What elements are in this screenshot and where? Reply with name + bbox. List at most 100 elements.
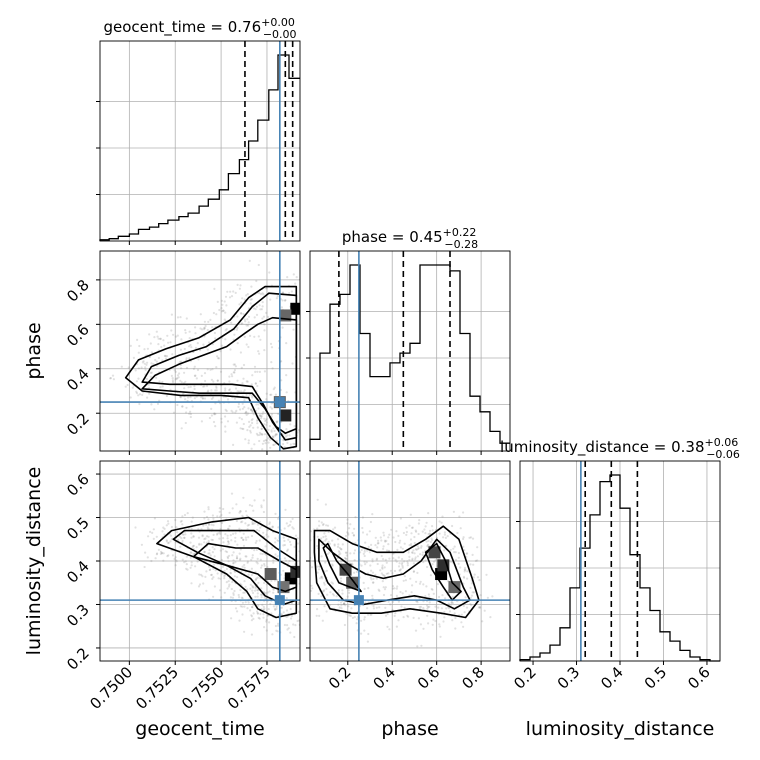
sample-point: [265, 629, 268, 632]
sample-point: [261, 292, 264, 295]
sample-point: [247, 442, 250, 445]
sample-point: [289, 423, 292, 426]
sample-point: [410, 526, 414, 529]
sample-point: [226, 557, 230, 560]
sample-point: [403, 542, 406, 545]
sample-point: [311, 587, 314, 590]
sample-point: [292, 273, 295, 276]
sample-point: [180, 338, 183, 341]
sample-point: [399, 539, 402, 542]
sample-point: [404, 590, 407, 593]
sample-point: [241, 382, 244, 385]
sample-point: [371, 581, 375, 584]
sample-point: [145, 377, 148, 381]
sample-point: [182, 533, 185, 536]
sample-point: [225, 409, 228, 413]
sample-point: [263, 459, 265, 461]
sample-point: [400, 563, 403, 566]
sample-point: [277, 539, 280, 543]
sample-point: [202, 582, 205, 585]
sample-point: [353, 549, 357, 552]
sample-point: [176, 403, 179, 407]
sample-point: [416, 645, 419, 648]
sample-point: [205, 523, 208, 526]
x-tick-label: 0.5: [641, 663, 671, 693]
sample-point: [361, 526, 364, 530]
sample-point: [236, 543, 239, 546]
sample-point: [236, 315, 239, 318]
sample-point: [333, 544, 336, 547]
sample-point: [450, 600, 453, 604]
sample-point: [443, 549, 446, 552]
sample-point: [395, 560, 398, 563]
sample-point: [193, 387, 196, 391]
sample-point: [242, 591, 245, 594]
sample-point: [424, 595, 427, 598]
sample-point: [263, 562, 266, 566]
sample-point: [262, 613, 265, 616]
sample-point: [454, 558, 458, 562]
sample-point: [240, 536, 243, 540]
sample-point: [324, 503, 327, 506]
sample-point: [275, 433, 278, 436]
sample-point: [245, 555, 248, 558]
sample-point: [260, 433, 264, 436]
sample-point: [425, 585, 428, 588]
sample-point: [243, 591, 246, 594]
sample-point: [181, 405, 184, 408]
sample-point: [371, 560, 374, 563]
sample-point: [207, 528, 210, 531]
sample-point: [197, 528, 200, 531]
sample-point: [267, 441, 270, 444]
panel-title: geocent_time = 0.76+0.00 −0.00: [103, 16, 296, 41]
sample-point: [300, 447, 302, 449]
density-cell: [290, 565, 300, 578]
sample-point: [331, 582, 334, 585]
sample-point: [483, 609, 486, 612]
sample-point: [146, 361, 149, 364]
y-tick-label: 0.6: [63, 320, 93, 350]
density-cell: [290, 302, 300, 315]
sample-point: [269, 446, 272, 449]
sample-point: [147, 535, 150, 538]
sample-point: [205, 384, 209, 388]
sample-point: [224, 329, 227, 332]
sample-point: [317, 568, 321, 571]
sample-point: [372, 577, 375, 581]
sample-point: [320, 595, 323, 598]
sample-point: [176, 374, 179, 377]
sample-point: [431, 623, 434, 626]
sample-point: [201, 397, 205, 400]
sample-point: [280, 420, 283, 424]
sample-point: [361, 516, 364, 519]
sample-point: [272, 436, 275, 439]
sample-point: [377, 588, 380, 591]
sample-point: [157, 343, 160, 346]
sample-point: [344, 534, 348, 538]
sample-point: [162, 559, 165, 562]
sample-point: [427, 533, 430, 536]
sample-point: [241, 427, 244, 430]
sample-point: [180, 367, 183, 370]
sample-point: [325, 524, 328, 527]
sample-point: [250, 614, 253, 617]
sample-point: [264, 419, 267, 423]
sample-point: [144, 366, 147, 369]
sample-point: [427, 593, 430, 596]
sample-point: [229, 596, 232, 599]
sample-point: [243, 389, 246, 392]
sample-point: [383, 539, 387, 542]
sample-point: [243, 630, 246, 633]
sample-point: [261, 317, 264, 320]
sample-point: [242, 532, 245, 535]
sample-point: [252, 455, 254, 457]
sample-point: [260, 415, 263, 418]
sample-point: [242, 538, 245, 542]
sample-point: [263, 596, 266, 599]
sample-point: [207, 535, 210, 538]
sample-point: [239, 510, 242, 513]
sample-point: [198, 542, 201, 545]
sample-point: [282, 442, 285, 446]
sample-point: [215, 533, 219, 536]
sample-point: [218, 531, 221, 534]
